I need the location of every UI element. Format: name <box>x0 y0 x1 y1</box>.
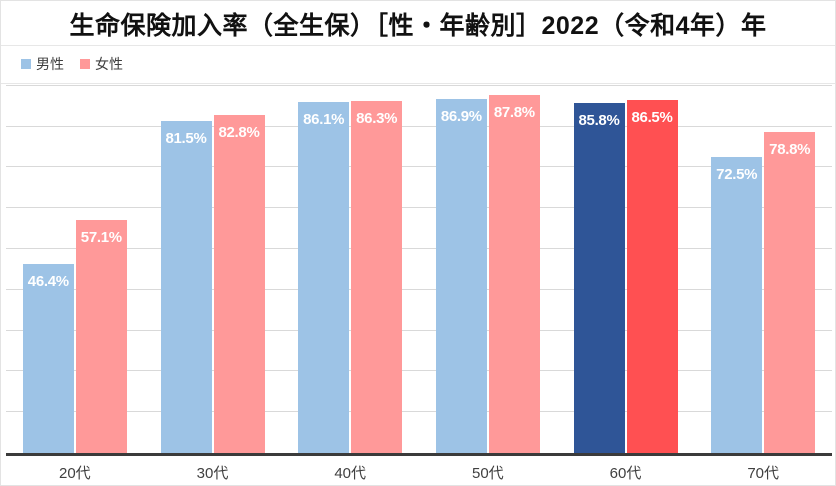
legend-separator <box>1 83 835 84</box>
legend-item-女性: 女性 <box>80 54 123 74</box>
gridline-30 <box>6 329 832 331</box>
legend-swatch <box>80 59 90 69</box>
bar-男性-30代: 81.5% <box>160 120 212 453</box>
plot-area: 46.4% 57.1% 81.5% 82.8% 86.1% 86.3% 86.9% 87.8%… <box>6 83 832 456</box>
bar-女性-30代: 82.8% <box>213 115 265 453</box>
bar-女性-50代: 87.8% <box>488 94 540 453</box>
bar-value-label: 72.5% <box>716 166 758 184</box>
legend-label: 男性 <box>36 56 64 72</box>
bar-女性-40代: 86.3% <box>351 100 403 453</box>
bar-value-label: 86.1% <box>303 110 345 128</box>
bar-value-label: 57.1% <box>80 229 122 247</box>
bar-groups: 46.4% 57.1% 81.5% 82.8% 86.1% 86.3% 86.9% 87.8%… <box>6 83 832 453</box>
bar-value-label: 86.5% <box>631 109 673 127</box>
bar-男性-20代: 46.4% <box>22 263 74 453</box>
gridline-20 <box>6 370 832 372</box>
bar-value-label: 46.4% <box>27 272 69 290</box>
bar-女性-70代: 78.8% <box>764 131 816 453</box>
bar-男性-60代: 85.8% <box>573 103 625 453</box>
gridline-70 <box>6 166 832 168</box>
x-axis-label-20代: 20代 <box>58 465 91 482</box>
legend-label: 女性 <box>95 56 123 72</box>
bar-男性-50代: 86.9% <box>435 98 487 453</box>
x-axis-label-50代: 50代 <box>472 465 504 482</box>
bar-女性-20代: 57.1% <box>75 220 127 453</box>
bar-value-label: 85.8% <box>578 112 620 129</box>
bar-value-label: 81.5% <box>165 129 207 147</box>
gridline-40 <box>6 288 832 290</box>
x-axis-labels: 20代 30代 40代 50代 60代 70代 <box>6 462 832 483</box>
legend-swatch <box>21 59 31 69</box>
title-separator <box>1 45 835 46</box>
x-axis-label-40代: 40代 <box>334 465 367 482</box>
bar-group-50代: 86.9% 87.8% <box>419 83 557 453</box>
gridline-90 <box>6 84 832 86</box>
bar-group-60代: 85.8% 86.5% <box>557 83 695 453</box>
legend: 男性 女性 <box>21 54 123 74</box>
x-axis-label-70代: 70代 <box>747 465 780 482</box>
bar-group-30代: 81.5% 82.8% <box>144 83 282 453</box>
bar-group-40代: 86.1% 86.3% <box>281 83 419 453</box>
bar-男性-70代: 72.5% <box>711 157 763 453</box>
gridline-60 <box>6 207 832 209</box>
bar-女性-60代: 86.5% <box>626 100 678 453</box>
bar-value-label: 87.8% <box>493 103 535 121</box>
chart-title: 生命保険加入率（全生保）［性・年齢別］2022（令和4年）年 <box>69 12 767 40</box>
x-axis-label-60代: 60代 <box>609 465 642 482</box>
bar-value-label: 86.3% <box>356 109 398 127</box>
gridline-50 <box>6 248 832 250</box>
bar-value-label: 78.8% <box>769 140 811 158</box>
x-axis-label-30代: 30代 <box>196 465 229 482</box>
x-axis-line <box>6 453 832 456</box>
bar-value-label: 86.9% <box>440 107 482 125</box>
bar-group-70代: 72.5% 78.8% <box>694 83 832 453</box>
gridline-10 <box>6 411 832 413</box>
bar-group-20代: 46.4% 57.1% <box>6 83 144 453</box>
bar-男性-40代: 86.1% <box>298 101 350 453</box>
gridline-80 <box>6 125 832 127</box>
legend-item-男性: 男性 <box>21 54 64 74</box>
bar-value-label: 82.8% <box>218 124 260 142</box>
